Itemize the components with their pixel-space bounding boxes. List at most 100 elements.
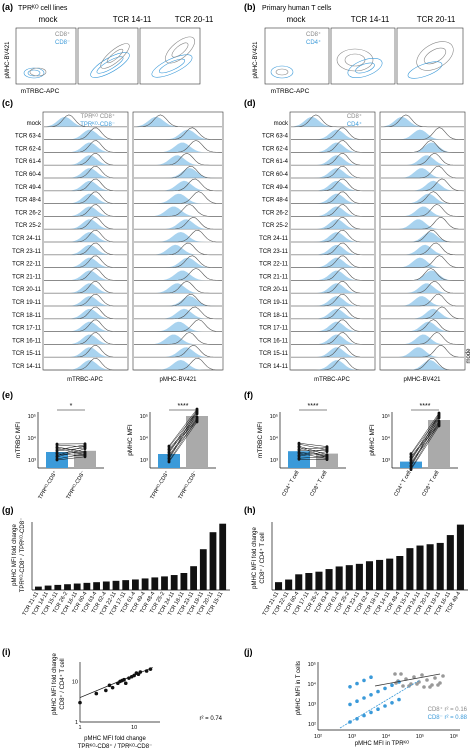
panel-c-histograms (44, 114, 223, 371)
row-label: TCR 20-11 (259, 287, 289, 293)
paired-line (298, 443, 328, 450)
histogram-fill (134, 155, 222, 166)
panel-b-plot1 (264, 27, 330, 85)
point (409, 459, 413, 462)
row-label: TCR 63-4 (262, 134, 289, 140)
sig-stars: **** (420, 403, 431, 410)
panel-i-ylabel2: CD8⁺ / CD4⁺ T cell (59, 658, 66, 709)
panel-b-legend2: CD4⁺ (306, 39, 321, 46)
point (167, 457, 171, 461)
point (167, 448, 171, 452)
histogram-fill (291, 206, 374, 217)
row-label: TCR 16-11 (12, 338, 42, 344)
histogram-fill (291, 168, 374, 178)
row-label: TCR 24-11 (12, 236, 42, 242)
bar (93, 582, 100, 590)
y-tick-label: 10³ (140, 458, 148, 464)
histogram-fill (381, 257, 464, 268)
histogram-fill (44, 232, 127, 242)
histogram-fill (291, 193, 374, 204)
row-label: TCR 14-11 (12, 364, 42, 370)
histogram-fill (134, 296, 222, 306)
y-tick-label: 10⁴ (270, 435, 279, 442)
bar (446, 535, 454, 590)
bar (386, 558, 394, 590)
panel-b-letter: (b) (244, 2, 256, 12)
paired-line (168, 411, 198, 448)
scatter-point-cd8neg (355, 681, 359, 686)
bar (396, 556, 404, 590)
y-axis-label: pMHC MFI (369, 424, 376, 456)
scatter-point-cd8pos (441, 674, 445, 678)
scatter-point-cd8pos (401, 684, 405, 688)
point (409, 462, 413, 465)
paired-line (298, 451, 328, 457)
bar (44, 585, 52, 590)
point (409, 456, 413, 459)
y-tick-label: 10² (308, 722, 316, 728)
panel-c-row-labels: mock TCR 63-4 TCR 62-4 TCR 61-4 TCR 60-4 TCR … (12, 121, 42, 370)
histogram-fill (44, 360, 127, 370)
bar (186, 416, 208, 468)
x-tick-label: 10³ (348, 734, 356, 740)
panel-e: (e) 10⁵ 10⁴ 10³ mTRBC MFI TPRᴷᴼ-CD8⁺ TPRᴷᴼ-CD… (2, 390, 216, 501)
row-label: TCR 19-11 (259, 300, 289, 306)
row-label: TCR 16-11 (259, 338, 289, 344)
paired-line (168, 408, 198, 447)
x-tick-label: CD4⁺ T cell (280, 470, 300, 498)
histogram-fill (291, 219, 374, 230)
bar (219, 523, 227, 590)
bar (141, 578, 149, 590)
histogram-fill (134, 334, 222, 345)
row-label: TCR 48-4 (15, 198, 42, 204)
histogram-fill (381, 142, 464, 153)
paired-line (168, 420, 198, 457)
row-label: TCR 62-4 (262, 146, 289, 152)
point (83, 455, 87, 459)
histogram-fill (44, 219, 127, 230)
scatter-point-cd8pos (399, 672, 403, 676)
histogram-fill (134, 308, 222, 319)
panel-a-title: TPRᴷᴼ cell lines (18, 5, 68, 12)
point (325, 458, 329, 461)
panel-d-legend2: CD4⁺ (347, 121, 362, 128)
panel-b-col1: mock (286, 15, 306, 24)
x-tick-label: CD4⁺ T cell (392, 470, 412, 498)
scatter-point (78, 700, 82, 705)
histogram-fill (44, 155, 127, 166)
point (195, 412, 199, 416)
row-label: TCR 18-11 (12, 313, 42, 319)
bar (161, 576, 168, 590)
scatter-point-cd8neg (383, 704, 387, 708)
panel-b-xlabel: mTRBC-APC (271, 88, 310, 95)
row-label: TCR 17-11 (12, 326, 42, 332)
x-tick-label: 10⁶ (450, 733, 458, 740)
panel-a-ylabel: pMHC-BV421 (5, 41, 11, 79)
y-axis-label: mTRBC MFI (15, 422, 22, 458)
y-tick-label: 10⁵ (270, 413, 278, 420)
paired-line (168, 412, 198, 454)
histogram-fill (291, 296, 374, 306)
row-label: TCR 23-11 (12, 249, 42, 255)
panel-a-col1: mock (38, 15, 58, 24)
paired-line (168, 413, 198, 460)
panel-j-xlabel: pMHC MFI in TPRᴷᴼ (355, 740, 410, 747)
row-label: TCR 49-4 (262, 185, 289, 191)
row-label: TCR 19-11 (12, 300, 42, 306)
x-tick-label: TPRᴷᴼ-CD8⁻ (177, 469, 199, 500)
histogram-fill (381, 308, 464, 319)
y-tick-label: 10⁵ (308, 661, 316, 668)
paired-line (56, 453, 86, 457)
row-label: TCR 63-4 (15, 134, 42, 140)
row-label: TCR 25-2 (15, 223, 42, 229)
scatter-point-cd8pos (428, 685, 432, 689)
bar (190, 566, 197, 590)
panel-j-chart: 10⁵ 10⁴ 10³ 10² 10² 10³ 10⁴ 10⁵ 10⁶ (308, 661, 460, 740)
histogram-fill (134, 219, 222, 230)
panel-c-legend1: TPRᴷᴼ CD8⁺ (81, 113, 115, 120)
paired-line (410, 425, 440, 470)
bar (35, 586, 42, 590)
bar (74, 450, 96, 468)
histogram-fill (291, 257, 374, 268)
